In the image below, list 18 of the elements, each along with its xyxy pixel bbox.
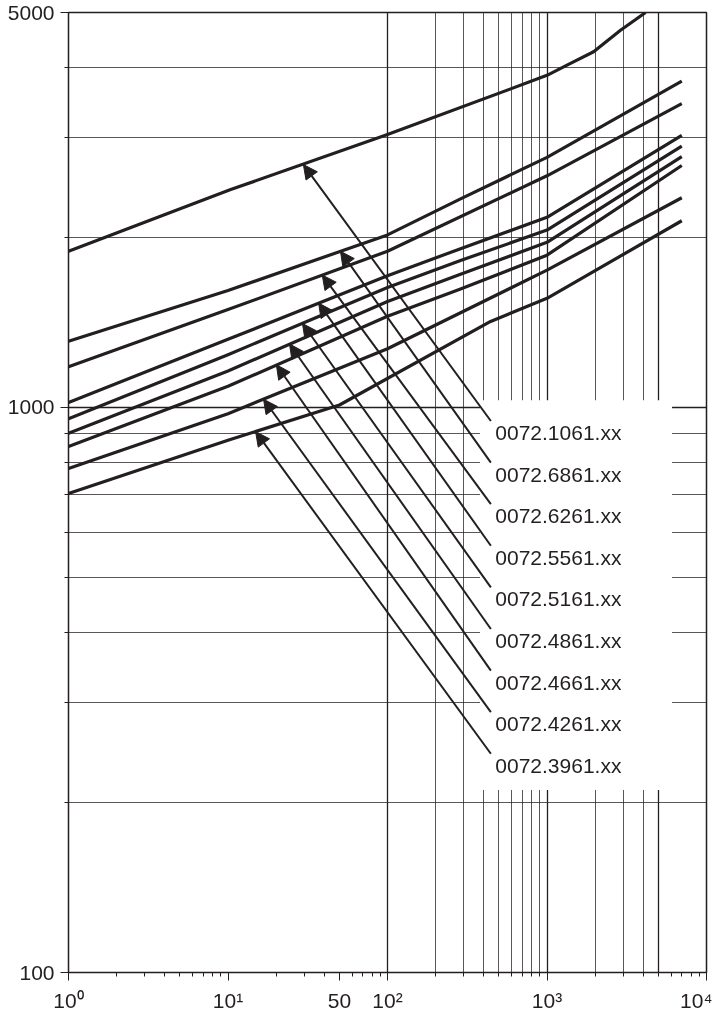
x-tick-label: 10⁴ [680, 988, 712, 1012]
annotation: 0072.6261.xx [495, 504, 622, 528]
x-tick-label: 10⁰ [53, 988, 84, 1012]
x-tick-label: 10³ [531, 988, 563, 1012]
annotation: 0072.5561.xx [495, 545, 622, 569]
x-tick-label: 50 [327, 988, 352, 1012]
annotation: 0072.6861.xx [495, 462, 622, 486]
y-tick-label: 5000 [7, 0, 55, 24]
annotation: 0072.4261.xx [495, 712, 622, 736]
y-tick-label: 100 [19, 960, 55, 984]
annotation: 0072.3961.xx [495, 753, 622, 777]
annotation: 0072.4661.xx [495, 670, 622, 694]
x-tick-label: 10¹ [212, 988, 244, 1012]
x-tick-label: 10² [372, 988, 403, 1012]
annotation: 0072.5161.xx [495, 587, 622, 611]
y-tick-label: 1000 [7, 395, 55, 419]
annotation: 0072.4861.xx [495, 629, 622, 652]
annotation: 0072.1061.xx [495, 421, 622, 444]
